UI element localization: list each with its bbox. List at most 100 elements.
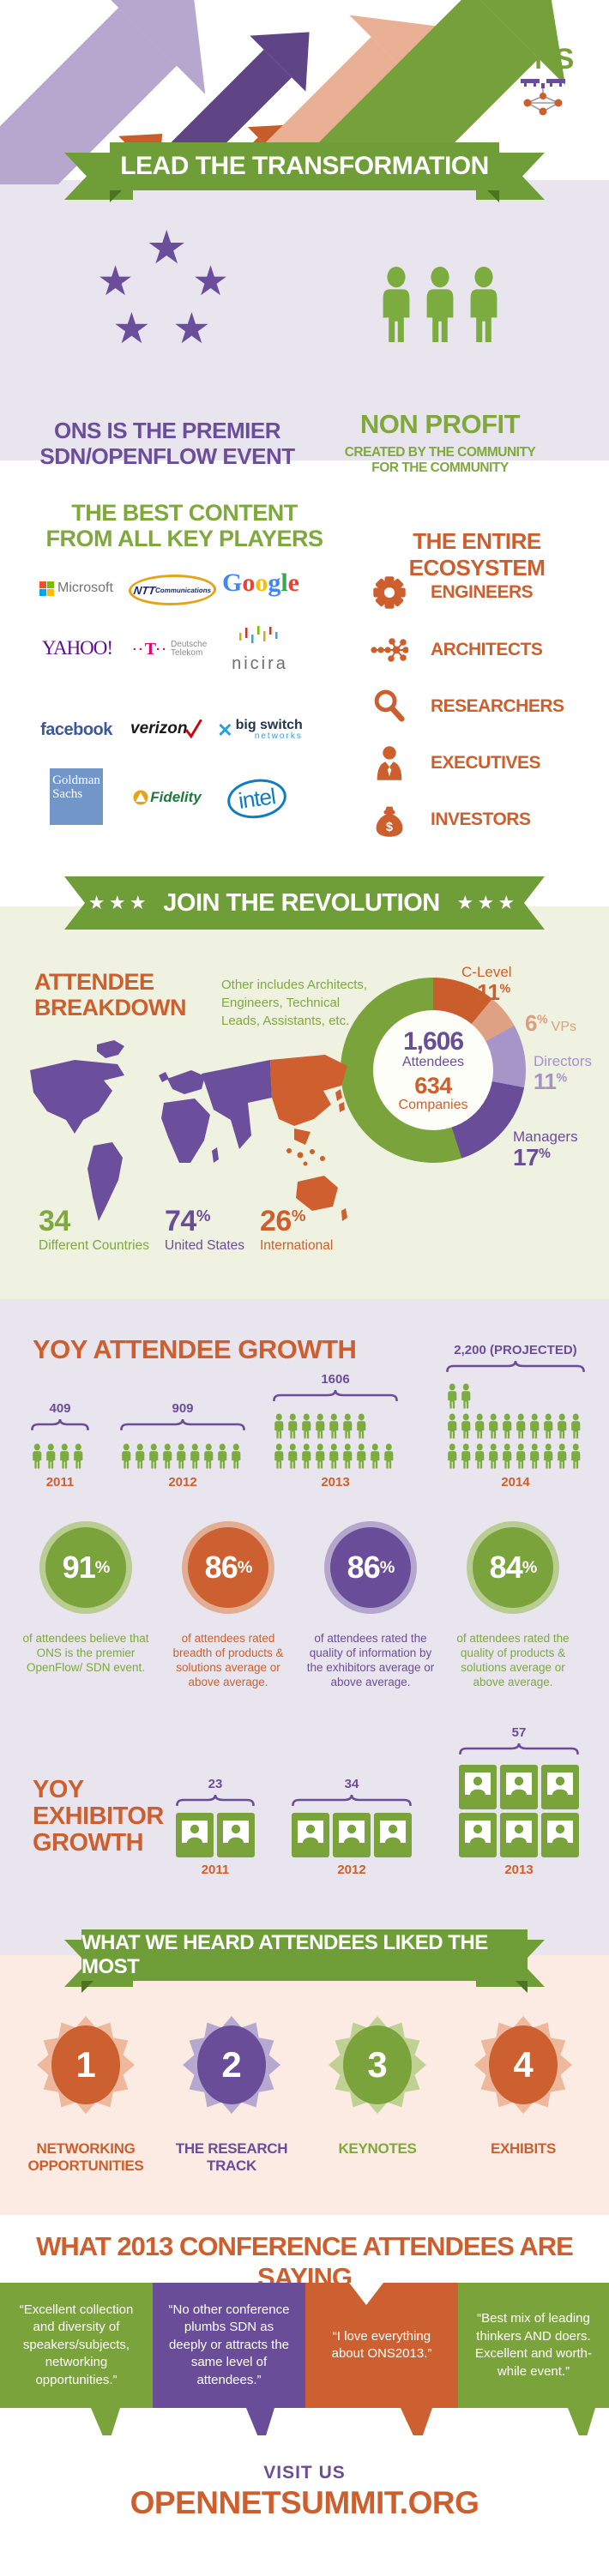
person-icon bbox=[570, 1442, 582, 1470]
attendee-breakdown-heading: ATTENDEE BREAKDOWN bbox=[34, 969, 187, 1020]
person-icon bbox=[161, 1442, 174, 1470]
booth-icon bbox=[374, 1813, 412, 1857]
person-icon bbox=[501, 1412, 514, 1440]
quote-bubble-2: “No other conference plumbs SDN as deepl… bbox=[153, 2283, 305, 2408]
rating-circle-2: 86% bbox=[182, 1521, 274, 1614]
booth-icon bbox=[459, 1813, 497, 1857]
brace-icon bbox=[31, 1418, 89, 1431]
person-icon bbox=[31, 1442, 44, 1470]
dt-dots: ·· bbox=[132, 641, 145, 657]
brace-icon bbox=[120, 1418, 245, 1431]
person-icon bbox=[460, 1382, 473, 1410]
yoy-attendee-heading: YOY ATTENDEE GROWTH bbox=[33, 1334, 357, 1364]
ons-logo: ONS bbox=[502, 43, 584, 121]
slice-label-clevel: C-Level 11% bbox=[461, 964, 512, 1005]
facebook-logo: facebook bbox=[40, 719, 112, 739]
ntt-logo: NTT Communications bbox=[126, 575, 219, 605]
person-icon bbox=[515, 1412, 528, 1440]
brace-icon bbox=[446, 1360, 585, 1373]
person-icon bbox=[369, 1442, 382, 1470]
rating-circle-3: 86% bbox=[324, 1521, 417, 1614]
attendee-donut-chart: 1,606 Attendees 634 Companies bbox=[341, 978, 526, 1163]
booth-icon bbox=[500, 1765, 538, 1809]
person-icon bbox=[300, 1442, 313, 1470]
attendees-count: 1,606 bbox=[402, 1027, 464, 1056]
person-icon bbox=[355, 1412, 368, 1440]
person-icon bbox=[515, 1442, 528, 1470]
deutsche-telekom-logo: ·· T ·· Deutsche Telekom bbox=[132, 639, 208, 659]
badge-number: 1 bbox=[75, 2044, 95, 2085]
person-icon bbox=[134, 1442, 147, 1470]
person-icon bbox=[286, 1442, 299, 1470]
stars-left: ★★★ bbox=[89, 894, 152, 912]
yahoo-logo: YAHOO! bbox=[41, 637, 113, 659]
person-icon bbox=[341, 1442, 354, 1470]
brace bbox=[31, 1418, 89, 1431]
liked-label-4: EXHIBITS bbox=[490, 2140, 556, 2157]
lavender-arrow bbox=[0, 0, 206, 184]
ribbon-fold bbox=[110, 190, 122, 202]
website-url[interactable]: OPENNETSUMMIT.ORG bbox=[130, 2485, 479, 2520]
attendee-group-2014: 2,200 (PROJECTED) 2014 bbox=[446, 1343, 585, 1492]
rating-text-4: of attendees rated the quality of produc… bbox=[456, 1632, 570, 1688]
person-icon bbox=[230, 1442, 243, 1470]
yoy-exhibitor-heading: YOY EXHIBITOR GROWTH bbox=[33, 1776, 164, 1857]
money-bag-icon: $ bbox=[376, 806, 403, 837]
google-logo: Google bbox=[221, 569, 299, 597]
ribbon-fold bbox=[81, 1981, 93, 1993]
person-icon bbox=[314, 1412, 327, 1440]
person-icon bbox=[528, 1412, 541, 1440]
person-icon bbox=[421, 254, 459, 355]
fidelity-pyramid-icon bbox=[133, 790, 148, 805]
booth-icon bbox=[541, 1813, 579, 1857]
booth-icon bbox=[217, 1813, 255, 1857]
attendee-other-note: Other includes Architects, Engineers, Te… bbox=[221, 978, 368, 1028]
rating-text-3: of attendees rated the quality of inform… bbox=[306, 1632, 435, 1688]
brace bbox=[176, 1794, 255, 1807]
microsoft-logo: Microsoft bbox=[39, 576, 114, 600]
executive-person-icon bbox=[377, 746, 402, 780]
star-icon: ★ bbox=[112, 304, 151, 352]
ons-logo-network-icon bbox=[521, 79, 565, 116]
person-icon bbox=[528, 1442, 541, 1470]
ribbon-fold bbox=[487, 190, 499, 202]
person-icon bbox=[501, 1442, 514, 1470]
ecosystem-row-researchers: RESEARCHERS bbox=[371, 687, 594, 726]
magnifier-icon bbox=[374, 689, 405, 722]
person-icon bbox=[202, 1442, 215, 1470]
slice-label-vps: 6% VPs bbox=[525, 1010, 576, 1036]
rating-circle-1: 91% bbox=[39, 1521, 132, 1614]
ecosystem-row-engineers: ENGINEERS bbox=[371, 573, 594, 612]
liked-label-1: NETWORKING OPPORTUNITIES bbox=[27, 2140, 144, 2174]
ecosystem-row-executives: EXECUTIVES bbox=[371, 743, 594, 783]
quote-tail bbox=[246, 2408, 274, 2435]
stat-countries: 34 Different Countries bbox=[39, 1205, 149, 1253]
verizon-logo: verizon bbox=[130, 713, 202, 744]
stat-us: 74% United States bbox=[165, 1205, 245, 1253]
world-map bbox=[30, 1040, 347, 1221]
rating-circle-4: 84% bbox=[467, 1521, 559, 1614]
exhibitor-group-2012: 34 2012 bbox=[292, 1777, 412, 1880]
brace-icon bbox=[273, 1389, 398, 1402]
network-icon bbox=[371, 638, 408, 662]
nicira-bars-icon bbox=[239, 626, 278, 643]
brace bbox=[446, 1360, 585, 1373]
badge-number: 2 bbox=[221, 2044, 241, 2085]
star-icon: ★ bbox=[97, 259, 135, 304]
rating-text-1: of attendees believe that ONS is the pre… bbox=[22, 1632, 149, 1674]
quote-tail bbox=[91, 2408, 120, 2435]
person-icon bbox=[570, 1412, 582, 1440]
person-icon bbox=[542, 1412, 555, 1440]
slice-label-managers: Managers 17% bbox=[513, 1129, 578, 1171]
badge-number: 3 bbox=[367, 2044, 387, 2085]
badge-1: 1 bbox=[37, 2016, 135, 2114]
person-icon bbox=[148, 1442, 160, 1470]
brace bbox=[292, 1794, 412, 1807]
fidelity-logo: Fidelity bbox=[130, 785, 204, 810]
people-pictograph-2013 bbox=[273, 1401, 398, 1470]
badge-4: 4 bbox=[474, 2016, 572, 2114]
attendee-group-2013: 1606 2013 bbox=[273, 1372, 398, 1492]
badge-3: 3 bbox=[329, 2016, 426, 2114]
attendee-group-2012: 909 2012 bbox=[120, 1401, 245, 1492]
person-icon bbox=[189, 1442, 202, 1470]
